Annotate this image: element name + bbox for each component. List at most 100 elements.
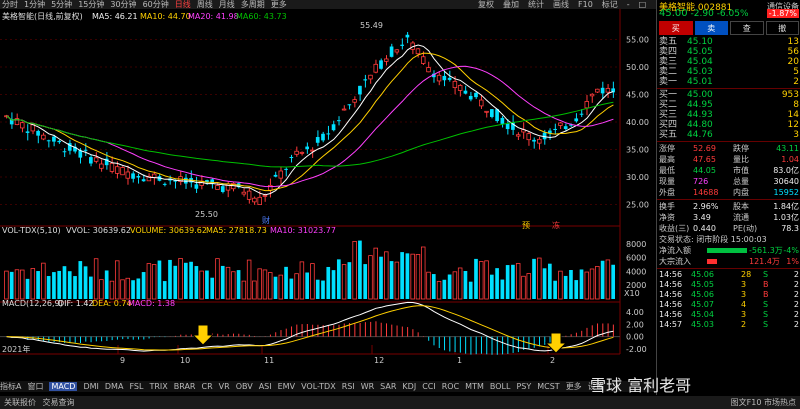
period-tab-4[interactable]: 30分钟 bbox=[110, 0, 137, 9]
volume-bar bbox=[146, 263, 152, 300]
orderbook-row[interactable]: 买二 44.95 8 bbox=[657, 100, 800, 110]
indicator-tab-4[interactable]: DMA bbox=[104, 382, 124, 391]
cancel-order-button[interactable]: 撤 bbox=[765, 21, 799, 35]
period-tab-10[interactable]: 更多 bbox=[270, 0, 287, 9]
indicator-tab-20[interactable]: MTM bbox=[465, 382, 484, 391]
volume-bar bbox=[189, 261, 193, 299]
tool-button-7[interactable]: □ bbox=[638, 0, 647, 9]
indicator-tab-19[interactable]: ROC bbox=[441, 382, 460, 391]
volume-tick: 2000 bbox=[626, 281, 646, 290]
marker-yu[interactable]: 预 bbox=[522, 220, 530, 230]
volume-bar bbox=[9, 271, 14, 299]
indicator-tab-7[interactable]: BRAR bbox=[173, 382, 196, 391]
indicator-tab-3[interactable]: DMI bbox=[83, 382, 99, 391]
order-volume: 14 bbox=[787, 110, 799, 120]
period-tab-8[interactable]: 月线 bbox=[218, 0, 235, 9]
indicator-tab-11[interactable]: ASI bbox=[258, 382, 272, 391]
candle-body bbox=[305, 146, 309, 150]
candle-body bbox=[420, 56, 426, 64]
period-tab-5[interactable]: 60分钟 bbox=[142, 0, 169, 9]
buy-orderbook: 买一 45.00 953 买二 44.95 8 买三 44.93 14 买四 44.80 12 买五 44… bbox=[657, 90, 800, 140]
candle-body bbox=[136, 175, 141, 178]
indicator-tab-22[interactable]: PSY bbox=[516, 382, 532, 391]
status-right[interactable]: 图文F10 市场热点 bbox=[730, 398, 796, 407]
indicator-tab-5[interactable]: FSL bbox=[129, 382, 144, 391]
period-tab-9[interactable]: 多周期 bbox=[240, 0, 265, 9]
candle-body bbox=[400, 44, 404, 46]
indicator-tab-8[interactable]: CR bbox=[201, 382, 213, 391]
orderbook-row[interactable]: 买四 44.80 12 bbox=[657, 120, 800, 130]
period-tab-1[interactable]: 1分钟 bbox=[24, 0, 46, 9]
candle-body bbox=[326, 133, 331, 135]
orderbook-row[interactable]: 卖四 45.05 56 bbox=[657, 47, 800, 57]
volume-bar bbox=[537, 257, 542, 300]
volume-bar bbox=[173, 265, 178, 299]
tool-button-6[interactable]: - bbox=[626, 0, 630, 9]
tool-button-3[interactable]: 画线 bbox=[553, 0, 569, 9]
period-tab-7[interactable]: 周线 bbox=[196, 0, 213, 9]
marker-cai[interactable]: 财 bbox=[262, 215, 270, 225]
candle-body bbox=[574, 118, 579, 122]
volume-bar bbox=[526, 273, 531, 300]
indicator-tab-2[interactable]: MACD bbox=[49, 382, 78, 391]
tool-button-0[interactable]: 复权 bbox=[478, 0, 494, 9]
indicator-tab-6[interactable]: TRIX bbox=[149, 382, 168, 391]
candle-body bbox=[25, 131, 30, 133]
period-tab-0[interactable]: 分时 bbox=[2, 0, 18, 9]
tool-button-1[interactable]: 叠加 bbox=[503, 0, 519, 9]
volume-bar bbox=[151, 264, 157, 300]
marker-dong[interactable]: 冻 bbox=[552, 220, 560, 230]
indicator-tab-16[interactable]: SAR bbox=[380, 382, 397, 391]
indicator-tab-17[interactable]: KDJ bbox=[402, 382, 417, 391]
indicator-tab-23[interactable]: MCST bbox=[537, 382, 560, 391]
arrow-marker-1-icon bbox=[191, 324, 215, 346]
tool-button-4[interactable]: F10 bbox=[578, 0, 593, 9]
buy-button[interactable]: 买 bbox=[659, 21, 693, 35]
order-price: 45.05 bbox=[687, 47, 713, 57]
candle-body bbox=[431, 73, 436, 78]
indicator-tab-14[interactable]: RSI bbox=[341, 382, 355, 391]
indicator-tab-15[interactable]: WR bbox=[360, 382, 375, 391]
price-tick: 55.00 bbox=[626, 36, 649, 45]
ma-lines bbox=[6, 44, 614, 196]
orderbook-row[interactable]: 买一 45.00 953 bbox=[657, 90, 800, 100]
indicator-tab-12[interactable]: EMV bbox=[277, 382, 296, 391]
stat-label: 换手 bbox=[659, 202, 675, 211]
indicator-tab-1[interactable]: 窗口 bbox=[27, 382, 44, 391]
indicator-tab-24[interactable]: 更多 bbox=[565, 382, 582, 391]
indicator-tab-25[interactable]: 设置 bbox=[587, 382, 604, 391]
trade-query-link[interactable]: 交易查询 bbox=[42, 398, 75, 407]
indicator-tab-10[interactable]: OBV bbox=[235, 382, 253, 391]
period-tab-2[interactable]: 5分钟 bbox=[51, 0, 73, 9]
orderbook-row[interactable]: 卖二 45.03 5 bbox=[657, 67, 800, 77]
indicator-tab-13[interactable]: VOL-TDX bbox=[301, 382, 336, 391]
tick-side: S bbox=[763, 310, 769, 319]
period-tab-3[interactable]: 15分钟 bbox=[78, 0, 105, 9]
indicator-tabs: 指标A 窗口 MACD DMI DMA FSL TRIX BRAR CR VR OBV ASI EMV V… bbox=[0, 381, 655, 392]
chart-area[interactable]: 55.00 50.00 45.00 40.00 35.00 30.00 25.00 8000 6… bbox=[0, 9, 655, 389]
stat-row: 换手 2.96% 股本 1.84亿 bbox=[657, 201, 800, 212]
orderbook-row[interactable]: 买三 44.93 14 bbox=[657, 110, 800, 120]
candle-body bbox=[463, 90, 468, 94]
orderbook-row[interactable]: 卖三 45.04 20 bbox=[657, 57, 800, 67]
sell-button[interactable]: 卖 bbox=[694, 21, 728, 35]
period-tab-6[interactable]: 日线 bbox=[174, 0, 191, 9]
kline-chart[interactable]: 55.00 50.00 45.00 40.00 35.00 30.00 25.00 8000 6… bbox=[0, 9, 655, 381]
indicator-tab-18[interactable]: CCI bbox=[422, 382, 436, 391]
orderbook-row[interactable]: 卖五 45.10 13 bbox=[657, 37, 800, 47]
indicator-tab-0[interactable]: 指标A bbox=[0, 382, 22, 391]
order-price: 44.76 bbox=[687, 130, 713, 140]
tool-button-2[interactable]: 统计 bbox=[528, 0, 544, 9]
volume-bar bbox=[511, 264, 515, 299]
stat-value: 43.11 bbox=[776, 144, 799, 153]
orderbook-row[interactable]: 卖一 45.01 2 bbox=[657, 77, 800, 87]
orderbook-row[interactable]: 买五 44.76 3 bbox=[657, 130, 800, 140]
tool-button-5[interactable]: 标记 bbox=[601, 0, 618, 9]
indicator-tab-21[interactable]: BOLL bbox=[489, 382, 511, 391]
indicator-tab-9[interactable]: VR bbox=[218, 382, 230, 391]
query-button[interactable]: 查 bbox=[730, 21, 764, 35]
volume-bar bbox=[368, 255, 373, 300]
flow-value: -561.3万 bbox=[749, 246, 783, 255]
linked-quote-link[interactable]: 关联报价 bbox=[4, 398, 36, 407]
candle-body bbox=[131, 173, 135, 179]
